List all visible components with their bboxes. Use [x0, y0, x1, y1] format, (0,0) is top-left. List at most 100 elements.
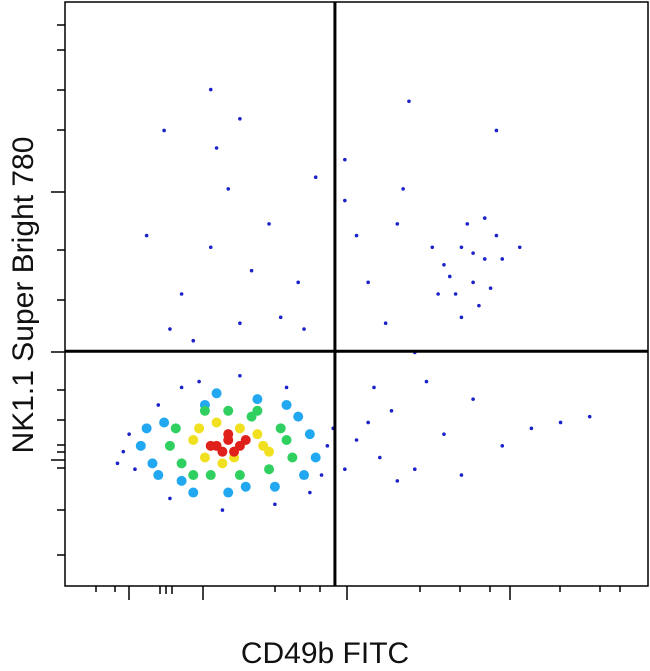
point	[205, 440, 216, 451]
point	[144, 233, 149, 238]
point	[413, 467, 417, 472]
point	[188, 470, 199, 481]
point	[264, 464, 275, 475]
point	[482, 216, 487, 220]
point	[249, 268, 254, 273]
point	[226, 187, 231, 191]
point	[302, 327, 306, 331]
point	[133, 467, 137, 472]
point	[214, 146, 219, 150]
point	[284, 385, 289, 390]
point	[395, 222, 400, 226]
point	[267, 222, 271, 226]
plot-frame	[64, 1, 649, 587]
point	[168, 327, 172, 331]
point	[194, 423, 205, 434]
point	[459, 245, 464, 250]
point	[378, 455, 382, 460]
point	[299, 470, 310, 481]
point	[188, 435, 199, 445]
point	[208, 87, 213, 92]
point	[587, 414, 592, 419]
point	[366, 280, 370, 285]
point	[199, 405, 210, 416]
point	[500, 257, 505, 261]
point	[156, 403, 161, 407]
point	[147, 458, 158, 469]
point	[471, 280, 475, 285]
point	[354, 438, 359, 442]
point	[211, 388, 222, 399]
point	[304, 429, 315, 440]
point	[162, 128, 166, 133]
point	[135, 440, 146, 451]
point	[287, 452, 298, 463]
point	[319, 473, 324, 477]
point	[217, 446, 228, 457]
point	[442, 263, 446, 267]
point	[191, 338, 196, 343]
point	[482, 257, 487, 261]
point	[325, 444, 330, 448]
point	[372, 385, 376, 390]
point	[188, 487, 199, 498]
point	[343, 157, 347, 162]
point	[252, 405, 263, 416]
point	[275, 423, 286, 434]
point	[238, 117, 242, 121]
point	[383, 321, 388, 326]
point	[471, 251, 475, 255]
x-axis-label: CD49b FITC	[241, 637, 409, 670]
points	[115, 87, 592, 512]
point	[494, 128, 499, 133]
point	[179, 385, 184, 390]
point	[517, 245, 522, 250]
point	[217, 458, 228, 469]
point	[343, 198, 347, 203]
point	[436, 292, 440, 296]
point	[159, 417, 170, 428]
point	[442, 432, 446, 436]
y-axis-label: NK1.1 Super Bright 780	[7, 137, 40, 454]
point	[168, 496, 172, 501]
point	[395, 479, 400, 483]
point	[459, 473, 464, 477]
point	[389, 409, 394, 413]
point	[471, 397, 475, 401]
point	[252, 429, 263, 440]
point	[313, 175, 318, 179]
point	[240, 481, 251, 492]
point	[199, 452, 210, 463]
point	[529, 426, 534, 431]
point	[176, 475, 187, 486]
point	[488, 286, 493, 290]
point	[494, 233, 499, 238]
point	[127, 432, 131, 436]
point	[240, 435, 251, 445]
point	[278, 315, 283, 320]
point	[205, 470, 216, 481]
point	[558, 420, 563, 425]
point	[170, 423, 181, 434]
point	[121, 449, 126, 454]
point	[465, 222, 470, 226]
point	[164, 440, 175, 451]
point	[223, 429, 234, 440]
point	[220, 508, 225, 512]
point	[296, 280, 301, 285]
point	[229, 446, 240, 457]
point	[234, 423, 245, 434]
point	[211, 417, 222, 428]
point	[430, 245, 435, 250]
point	[343, 467, 347, 472]
point	[269, 481, 280, 492]
point	[477, 303, 481, 308]
point	[281, 399, 292, 410]
point	[141, 423, 152, 434]
point	[153, 470, 164, 481]
point	[447, 274, 452, 279]
point	[459, 315, 464, 320]
point	[223, 405, 234, 416]
